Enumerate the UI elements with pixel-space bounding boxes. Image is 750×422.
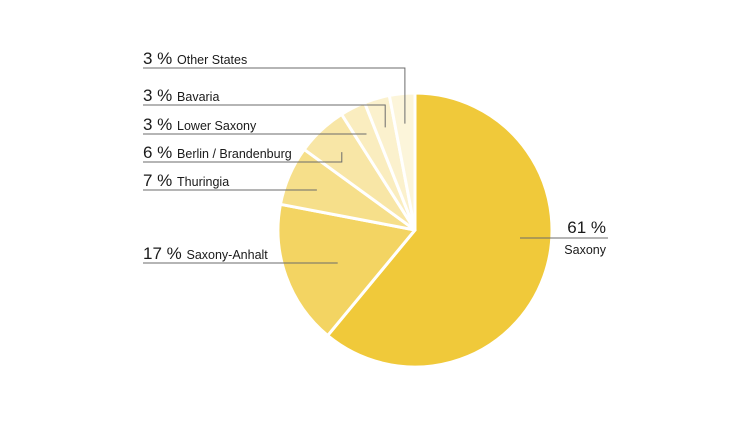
pie-label-text: 7 % Thuringia (143, 171, 229, 190)
pie-slice-other-states (387, 91, 417, 232)
pie-percent-label: 61 % (567, 218, 606, 237)
pie-label-berlin-brandenburg: 6 % Berlin / Brandenburg (143, 143, 343, 163)
pie-percent-label: 3 % (143, 115, 177, 134)
pie-label-thuringia: 7 % Thuringia (143, 171, 317, 191)
pie-category-label: Saxony-Anhalt (186, 248, 268, 262)
pie-label-bavaria: 3 % Bavaria (143, 86, 386, 128)
pie-percent-label: 17 % (143, 244, 186, 263)
pie-category-label: Lower Saxony (177, 119, 257, 133)
pie-label-text: 17 % Saxony-Anhalt (143, 244, 268, 263)
pie-label-text: 3 % Other States (143, 49, 247, 68)
leader-line (143, 104, 386, 128)
pie-label-text: 3 % Lower Saxony (143, 115, 257, 134)
pie-label-saxony: 61 % Saxony (520, 218, 608, 257)
leader-line (143, 152, 343, 163)
pie-slice-saxony (326, 91, 554, 369)
pie-label-saxony-anhalt: 17 % Saxony-Anhalt (143, 244, 338, 264)
pie-label-lower-saxony: 3 % Lower Saxony (143, 115, 367, 135)
leader-line (143, 67, 406, 124)
pie-percent-label: 3 % (143, 49, 177, 68)
pie-slices (276, 91, 554, 369)
pie-category-label: Berlin / Brandenburg (177, 147, 292, 161)
pie-category-label: Other States (177, 53, 247, 67)
pie-category-label: Saxony (564, 243, 606, 257)
pie-category-label: Thuringia (177, 175, 229, 189)
pie-label-text: 3 % Bavaria (143, 86, 219, 105)
pie-percent-label: 6 % (143, 143, 177, 162)
pie-label-other-states: 3 % Other States (143, 49, 406, 124)
pie-slice-saxony-anhalt (276, 202, 417, 338)
pie-label-text: 6 % Berlin / Brandenburg (143, 143, 292, 162)
pie-percent-label: 7 % (143, 171, 177, 190)
pie-labels: 61 % Saxony 17 % Saxony-Anhalt 7 % Thuringi… (143, 49, 608, 264)
pie-percent-label: 3 % (143, 86, 177, 105)
pie-category-label: Bavaria (177, 90, 219, 104)
